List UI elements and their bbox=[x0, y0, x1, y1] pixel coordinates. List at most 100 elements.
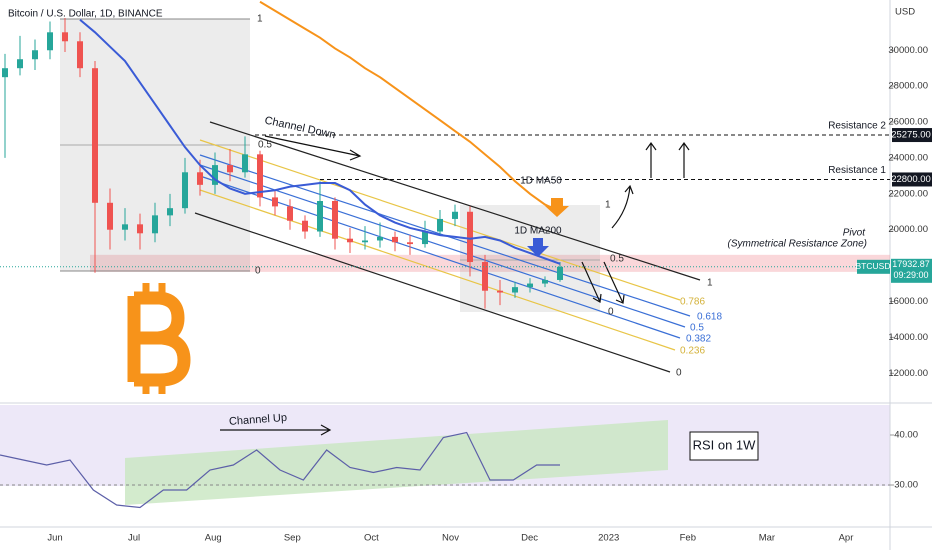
candle-body bbox=[137, 224, 143, 234]
fib-label: 1 bbox=[605, 200, 611, 211]
rsi-channel bbox=[125, 420, 668, 505]
x-tick-label: Mar bbox=[759, 533, 775, 544]
candle-body bbox=[332, 201, 338, 239]
fib-label: 0.618 bbox=[697, 312, 722, 323]
fib-label: 0.786 bbox=[680, 297, 705, 308]
candle-body bbox=[212, 165, 218, 185]
logo-shape bbox=[127, 291, 191, 387]
fib-line bbox=[199, 175, 681, 339]
annotation: Channel Up bbox=[229, 412, 288, 428]
x-tick-label: Jul bbox=[128, 533, 140, 544]
fib-label: 0 bbox=[255, 266, 261, 277]
rsi-line bbox=[0, 431, 560, 509]
arrow bbox=[611, 184, 634, 229]
x-tick-label: 2023 bbox=[598, 533, 619, 544]
arrow bbox=[645, 141, 657, 178]
pivot-subtitle: (Symmetrical Resistance Zone) bbox=[728, 239, 867, 250]
arrow bbox=[678, 141, 690, 178]
last-price-tag bbox=[891, 258, 932, 283]
fib-label: 0.382 bbox=[686, 334, 711, 345]
rsi-note-box bbox=[689, 431, 759, 461]
candle-body bbox=[437, 218, 443, 232]
bitcoin-logo bbox=[127, 283, 191, 394]
candle-body bbox=[272, 197, 278, 207]
annotation: RSI on 1W bbox=[693, 437, 757, 452]
level-tag bbox=[892, 172, 932, 187]
rsi-tick-label: 40.00 bbox=[894, 430, 918, 441]
candle-body bbox=[527, 283, 533, 288]
fib-label: 0.236 bbox=[680, 346, 705, 357]
x-tick-label: Feb bbox=[680, 533, 696, 544]
fib-line bbox=[199, 164, 686, 328]
logo-shape bbox=[142, 283, 166, 394]
candle-body bbox=[167, 208, 173, 216]
y-tick-label: 28000.00 bbox=[888, 81, 928, 92]
level-name: Resistance 2 bbox=[828, 121, 886, 132]
y-tick-label: 12000.00 bbox=[888, 368, 928, 379]
candles bbox=[2, 17, 563, 309]
fib-label: 1 bbox=[707, 278, 713, 289]
candle-body bbox=[257, 154, 263, 198]
candle-body bbox=[227, 165, 233, 173]
arrows bbox=[220, 135, 690, 436]
fib-label: 0.5 bbox=[690, 323, 704, 334]
x-tick-label: Oct bbox=[364, 533, 379, 544]
ma200-marker bbox=[545, 198, 569, 217]
candle-body bbox=[122, 224, 128, 230]
candle-body bbox=[557, 266, 563, 280]
y-tick-label: 30000.00 bbox=[888, 45, 928, 56]
fib-label: 0 bbox=[608, 307, 614, 318]
y-tick-label: 22000.00 bbox=[888, 188, 928, 199]
candle-body bbox=[242, 154, 248, 173]
y-tick-label: 20000.00 bbox=[888, 224, 928, 235]
candle-body bbox=[62, 32, 68, 42]
symbol-label: BTCUSD bbox=[856, 261, 891, 271]
fib-label: 0.5 bbox=[610, 254, 624, 265]
candle-body bbox=[287, 206, 293, 221]
candle-body bbox=[2, 68, 8, 78]
candle-body bbox=[347, 238, 353, 243]
channel-line bbox=[209, 121, 701, 281]
arrow bbox=[264, 135, 362, 161]
x-tick-label: Jun bbox=[47, 533, 62, 544]
y-tick-label: 26000.00 bbox=[888, 117, 928, 128]
x-tick-label: Nov bbox=[442, 533, 459, 544]
range-box bbox=[460, 205, 600, 312]
fib-label: 0 bbox=[676, 368, 682, 379]
candle-body bbox=[182, 172, 188, 209]
rsi-tick-label: 30.00 bbox=[894, 480, 918, 491]
candle-body bbox=[47, 32, 53, 51]
arrow bbox=[581, 261, 602, 303]
candle-body bbox=[422, 231, 428, 245]
candle-body bbox=[512, 287, 518, 293]
pivot-zone bbox=[90, 254, 890, 272]
candle-body bbox=[542, 279, 548, 284]
ma-label: 1D MA200 bbox=[514, 226, 562, 237]
level-name: Resistance 1 bbox=[828, 165, 886, 176]
last-price: 17932.87 bbox=[892, 259, 930, 269]
candle-body bbox=[482, 262, 488, 291]
candle-body bbox=[152, 215, 158, 234]
candle-body bbox=[467, 211, 473, 263]
chart-title: Bitcoin / U.S. Dollar, 1D, BINANCE bbox=[8, 9, 163, 20]
fib-label: 1 bbox=[257, 14, 263, 25]
ma-line bbox=[79, 18, 561, 265]
arrow bbox=[220, 424, 332, 436]
candle-body bbox=[17, 59, 23, 69]
y-tick-label: 24000.00 bbox=[888, 152, 928, 163]
y-tick-label: 14000.00 bbox=[888, 332, 928, 343]
arrow bbox=[603, 261, 625, 304]
ma-label: 1D MA50 bbox=[520, 176, 562, 187]
candle-body bbox=[302, 220, 308, 232]
candle-body bbox=[362, 240, 368, 243]
candle-body bbox=[32, 50, 38, 60]
pivot-title: Pivot bbox=[843, 228, 866, 239]
candle-body bbox=[452, 211, 458, 219]
candle-body bbox=[497, 290, 503, 293]
y-tick-label: 16000.00 bbox=[888, 296, 928, 307]
candle-body bbox=[92, 68, 98, 203]
candle-body bbox=[107, 202, 113, 230]
candle-body bbox=[377, 236, 383, 241]
candle-body bbox=[77, 41, 83, 69]
